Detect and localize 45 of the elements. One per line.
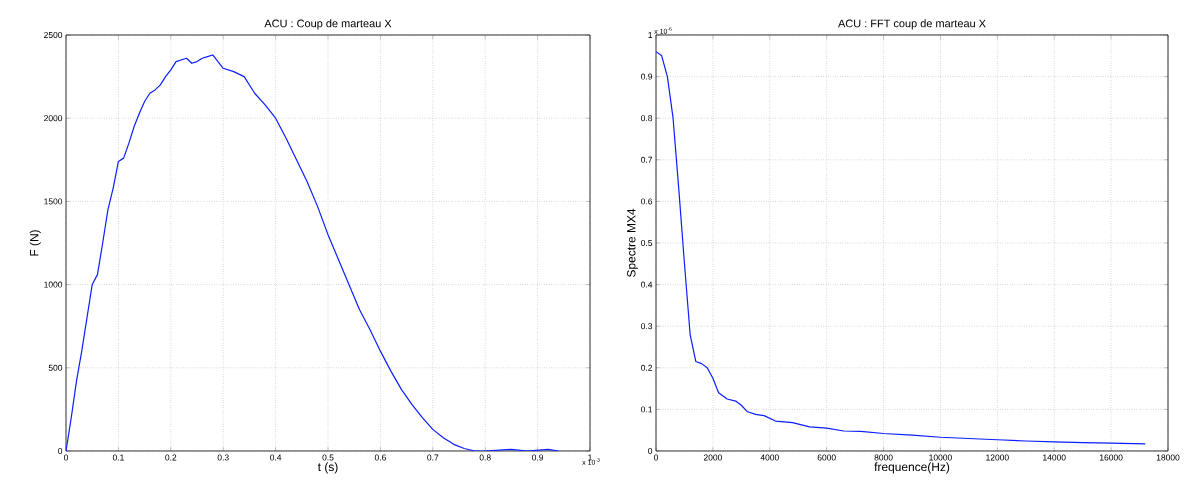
x-tick-label: 0.4 bbox=[270, 454, 282, 461]
y-tick-label: 0.8 bbox=[641, 115, 653, 122]
x-tick-label: 6000 bbox=[817, 454, 836, 461]
x-tick-label: 0.7 bbox=[427, 454, 439, 461]
x-tick-label: 16000 bbox=[1099, 454, 1123, 461]
y-tick-label: 500 bbox=[48, 364, 63, 371]
x-tick-label: 0 bbox=[63, 454, 69, 461]
y-tick-label: 0.6 bbox=[641, 198, 653, 205]
y-tick-label: 0.9 bbox=[641, 73, 653, 80]
chart-title: ACU : FFT coup de marteau X bbox=[838, 19, 986, 30]
x-tick-label: 0.8 bbox=[479, 454, 491, 461]
y-tick-label: 0.3 bbox=[641, 323, 653, 330]
y-tick-label: 0.7 bbox=[641, 156, 653, 163]
x-tick-label: 0.9 bbox=[532, 454, 544, 461]
x-tick-label: 14000 bbox=[1043, 454, 1066, 461]
y-tick-label: 1 bbox=[648, 32, 653, 38]
x-tick-label: 8000 bbox=[874, 454, 893, 461]
x-tick-label: 12000 bbox=[986, 454, 1009, 461]
y-tick-label: 1500 bbox=[44, 198, 63, 205]
x-tick-label: 18000 bbox=[1156, 454, 1180, 461]
x-axis-title: t (s) bbox=[317, 462, 338, 474]
x-tick-label: 0.1 bbox=[112, 454, 124, 461]
y-tick-label: 2000 bbox=[44, 115, 63, 122]
x-tick-label: 0.5 bbox=[322, 454, 334, 461]
y-tick-label: 0 bbox=[648, 447, 653, 454]
y-tick-label: 0.4 bbox=[641, 281, 653, 288]
line-series bbox=[656, 51, 1146, 445]
chart-title: ACU : Coup de marteau X bbox=[264, 19, 392, 30]
y-tick-label: 0 bbox=[58, 447, 63, 454]
y-tick-label: 0.1 bbox=[641, 406, 653, 413]
y-axis-title: F (N) bbox=[29, 230, 41, 256]
y-tick-label: 2500 bbox=[44, 32, 63, 38]
x-tick-label: 0 bbox=[653, 454, 659, 461]
x-tick-label: 0.6 bbox=[374, 454, 386, 461]
x-tick-label: 4000 bbox=[760, 454, 779, 461]
x-tick-label: 1 bbox=[588, 454, 592, 461]
y-tick-label: 0.2 bbox=[641, 364, 653, 371]
y-axis-title: Spectre MX4 bbox=[627, 208, 638, 277]
x-tick-label: 0.2 bbox=[165, 454, 177, 461]
y-tick-label: 0.5 bbox=[641, 239, 653, 246]
x-tick-label: 10000 bbox=[929, 454, 952, 461]
x-tick-label: 2000 bbox=[703, 454, 722, 461]
y-tick-label: 1000 bbox=[44, 281, 63, 288]
x-axis-title: frequence(Hz) bbox=[874, 462, 950, 474]
x-tick-label: 0.3 bbox=[217, 454, 229, 461]
